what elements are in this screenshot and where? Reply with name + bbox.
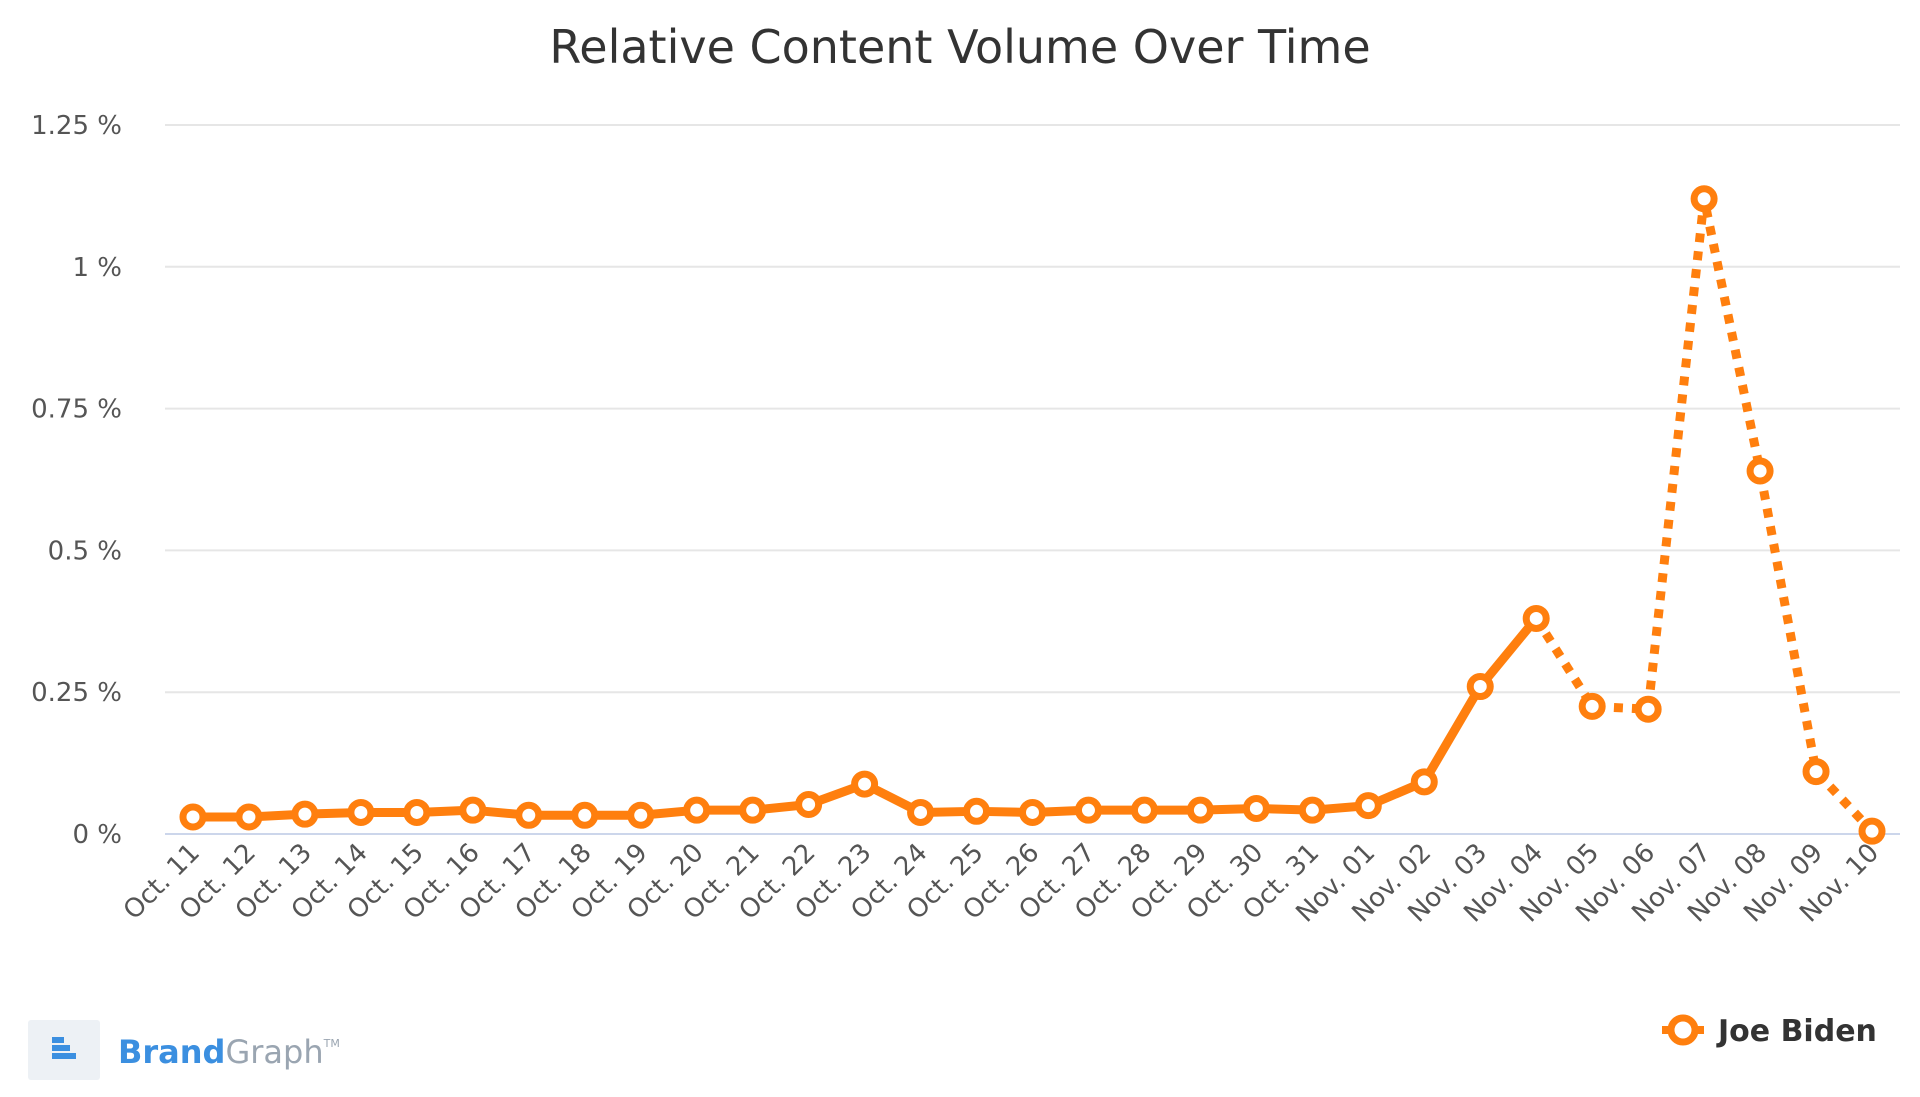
data-point[interactable] [1522,604,1550,632]
logo-bar-3 [52,1053,76,1059]
data-point[interactable] [795,791,823,819]
data-point[interactable] [235,803,263,831]
chart-title: Relative Content Volume Over Time [549,20,1370,74]
data-point[interactable] [1410,768,1438,796]
data-point[interactable] [1186,796,1214,824]
legend-marker-swatch [1667,1014,1699,1046]
data-point[interactable] [1858,817,1886,845]
legend[interactable]: Joe Biden [1662,1014,1877,1049]
data-point[interactable] [571,801,599,829]
data-point[interactable] [1354,792,1382,820]
data-point[interactable] [515,801,543,829]
brand-name-part2: Graph [225,1033,323,1071]
data-point[interactable] [1298,796,1326,824]
brand-name: BrandGraphTM [118,1033,340,1071]
data-point[interactable] [1634,695,1662,723]
y-tick-label: 0.25 % [31,678,122,708]
data-point[interactable] [1074,796,1102,824]
grid-lines [165,124,1900,835]
data-point[interactable] [1130,796,1158,824]
y-tick-label: 1.25 % [31,111,122,141]
series-line-dashed [1532,197,1876,835]
data-point[interactable] [739,796,767,824]
brandgraph-logo: BrandGraphTM [28,1020,340,1080]
data-point[interactable] [403,798,431,826]
y-tick-label: 0.5 % [48,536,122,566]
series-joe-biden [179,185,1886,845]
y-axis: 0 % 0.25 % 0.5 % 0.75 % 1 % 1.25 % [31,111,122,850]
data-point[interactable] [627,801,655,829]
data-point[interactable] [1746,457,1774,485]
brand-trademark: TM [323,1037,340,1050]
brand-name-part1: Brand [118,1033,225,1071]
data-point[interactable] [1242,794,1270,822]
logo-bar-1 [52,1037,64,1043]
data-point[interactable] [683,796,711,824]
data-point[interactable] [1578,692,1606,720]
y-tick-label: 0.75 % [31,395,122,425]
data-point[interactable] [1019,798,1046,826]
data-point[interactable] [291,800,319,828]
data-point[interactable] [1802,758,1830,786]
logo-bar-2 [52,1045,70,1051]
legend-label: Joe Biden [1716,1014,1877,1049]
y-tick-label: 1 % [72,253,122,283]
data-point[interactable] [963,797,991,825]
data-point[interactable] [179,803,207,831]
data-point[interactable] [1690,185,1718,213]
data-point[interactable] [459,796,487,824]
data-point[interactable] [907,798,935,826]
data-point[interactable] [1466,673,1494,701]
data-point[interactable] [347,798,375,826]
y-tick-label: 0 % [72,820,122,850]
data-point[interactable] [851,770,879,798]
